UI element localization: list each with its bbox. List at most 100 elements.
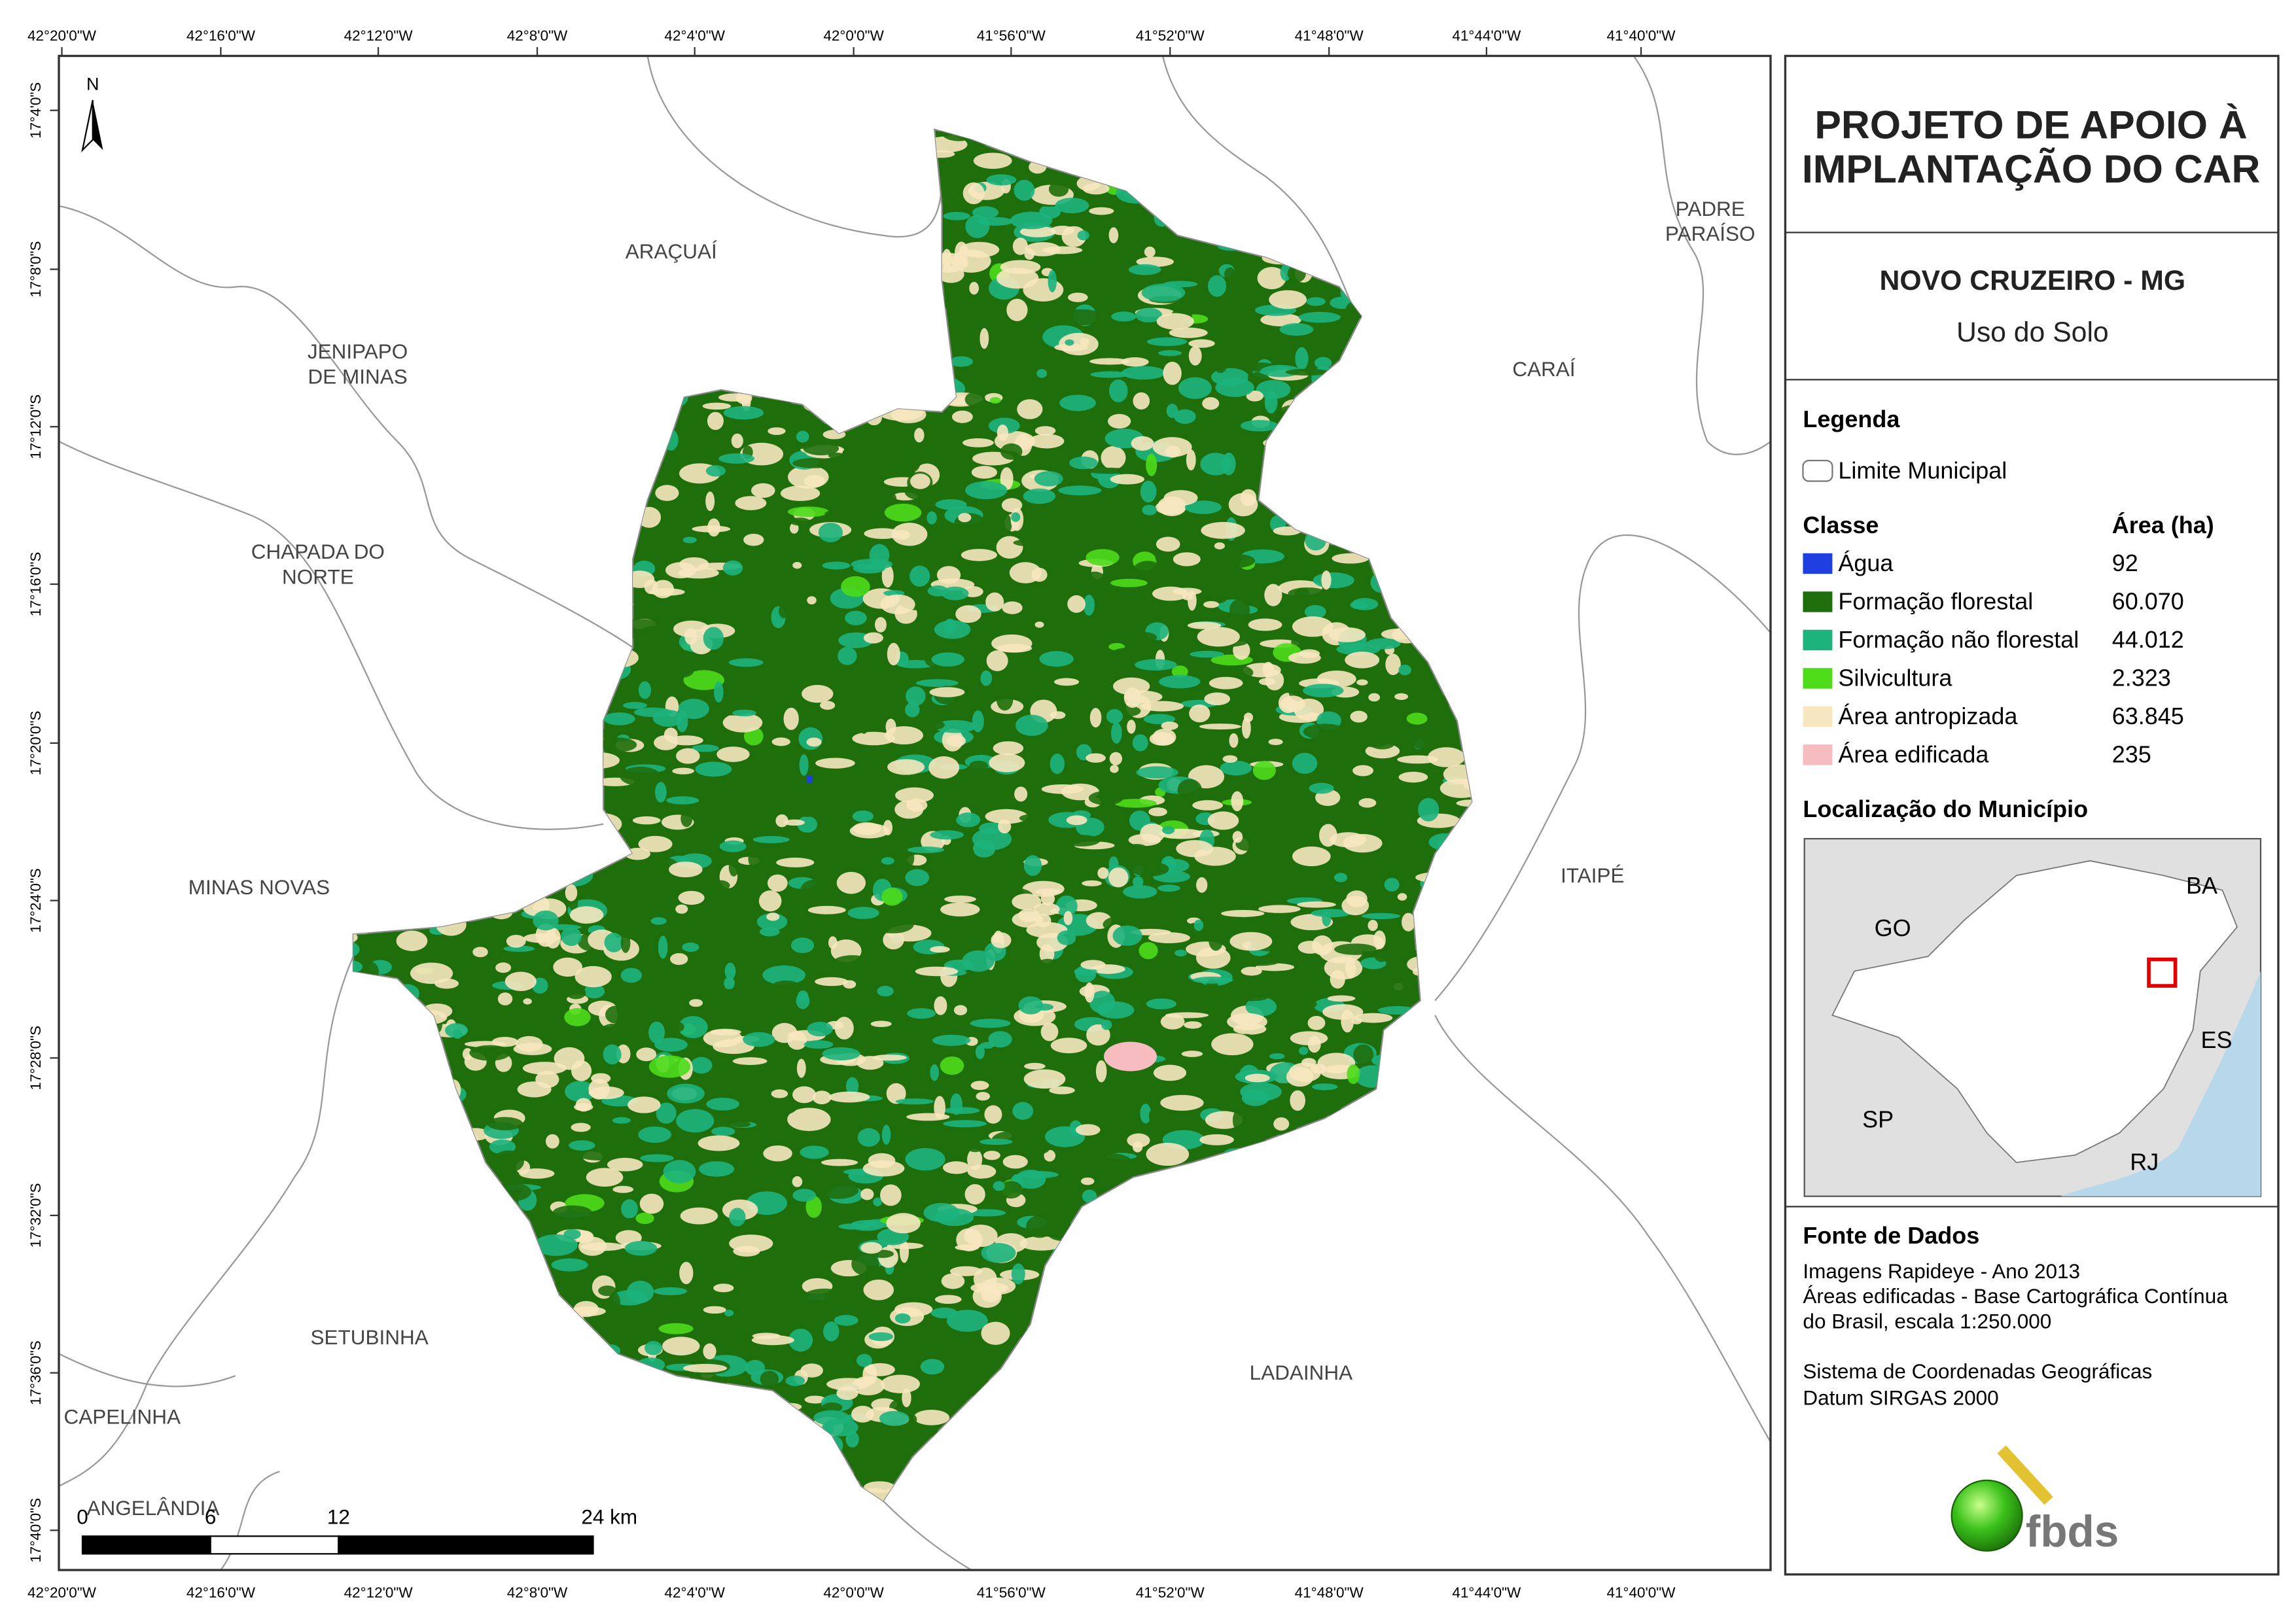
land-patch (1192, 976, 1233, 984)
land-patch (487, 1117, 523, 1130)
land-patch (984, 1105, 1002, 1124)
land-patch (702, 402, 732, 410)
land-patch (875, 617, 887, 633)
scale-segment (81, 1535, 211, 1555)
land-patch (813, 1410, 850, 1425)
land-patch (655, 485, 679, 501)
land-patch (852, 810, 874, 822)
land-patch (707, 411, 724, 430)
place-label: DE MINAS (308, 364, 408, 388)
land-patch (743, 533, 764, 546)
class-swatch (1803, 744, 1833, 765)
land-patch (852, 822, 881, 835)
land-patch (1193, 919, 1204, 932)
land-patch (1232, 1109, 1243, 1131)
land-patch (1304, 604, 1326, 619)
land-patch (1048, 181, 1069, 197)
land-patch (621, 1199, 638, 1219)
scale-label: 6 (205, 1505, 217, 1529)
land-patch (877, 985, 894, 997)
land-patch (1152, 728, 1176, 746)
land-patch (1055, 895, 1078, 917)
land-patch (469, 1045, 511, 1061)
land-patch (682, 836, 725, 845)
place-label: PARAÍSO (1665, 222, 1756, 245)
land-patch (965, 481, 1008, 500)
land-patch (722, 988, 758, 996)
land-patch (648, 1055, 691, 1078)
land-patch (654, 1038, 688, 1052)
land-patch (1013, 538, 1047, 547)
land-patch (732, 709, 757, 717)
land-patch (1082, 1189, 1097, 1204)
land-patch (815, 758, 855, 769)
land-patch (910, 565, 930, 587)
land-patch (713, 1283, 734, 1293)
land-patch (800, 879, 832, 902)
land-patch (658, 752, 671, 765)
land-patch (993, 1181, 1005, 1191)
land-patch (1114, 799, 1157, 808)
land-patch (881, 857, 894, 865)
land-patch (669, 735, 703, 746)
land-patch (1354, 1013, 1393, 1023)
land-patch (1385, 654, 1401, 676)
land-patch (1050, 1038, 1087, 1054)
land-patch (985, 592, 1004, 612)
sea (2060, 971, 2261, 1196)
land-patch (1406, 712, 1428, 725)
map-frame (58, 54, 1772, 1571)
land-patch (1273, 1117, 1290, 1131)
place-label: ITAIPÉ (1561, 864, 1624, 887)
land-patch (1306, 297, 1326, 306)
land-patch (1053, 366, 1073, 379)
land-patch (967, 1164, 997, 1179)
longitude-label: 42°16'0"W (186, 27, 256, 44)
land-patch (1204, 692, 1231, 706)
longitude-label: 41°48'0"W (1295, 1584, 1364, 1601)
land-patch (663, 1160, 696, 1183)
land-patch (1215, 377, 1254, 397)
land-patch (1210, 416, 1241, 434)
land-patch (1269, 1053, 1285, 1060)
land-patch (1157, 350, 1182, 357)
land-patch (1314, 357, 1332, 369)
land-patch (680, 810, 693, 828)
land-patch (1397, 893, 1407, 901)
land-patch (1089, 1153, 1133, 1175)
land-patch (760, 1370, 779, 1388)
land-patch (599, 1023, 626, 1043)
land-patch (1045, 1104, 1078, 1117)
land-patch (1292, 846, 1331, 867)
land-patch (652, 709, 684, 727)
land-patch (924, 720, 945, 730)
land-patch (997, 513, 1012, 535)
land-patch (503, 945, 535, 952)
land-patch (881, 565, 894, 588)
land-patch (729, 1208, 746, 1227)
land-patch (1135, 521, 1157, 534)
land-patch (1299, 975, 1313, 991)
land-patch (958, 845, 974, 862)
land-patch (1341, 1009, 1354, 1033)
legend-header: Área (ha) (2112, 512, 2214, 538)
boundary-line (882, 1500, 972, 1571)
land-patch (1048, 270, 1057, 292)
place-label: CHAPADA DO (251, 540, 385, 563)
land-patch (1341, 896, 1369, 916)
land-patch (1241, 717, 1251, 739)
land-patch (756, 913, 788, 931)
land-patch (1127, 631, 1157, 644)
land-patch (1402, 913, 1415, 932)
land-patch (638, 681, 652, 699)
land-patch (493, 1150, 524, 1173)
land-patch (1352, 765, 1373, 777)
land-patch (1090, 371, 1130, 378)
land-patch (719, 840, 747, 852)
longitude-label: 42°0'0"W (823, 27, 884, 44)
land-patch (934, 1295, 962, 1304)
land-patch (612, 1290, 647, 1306)
land-patch (864, 1363, 895, 1376)
land-patch (913, 1409, 950, 1425)
